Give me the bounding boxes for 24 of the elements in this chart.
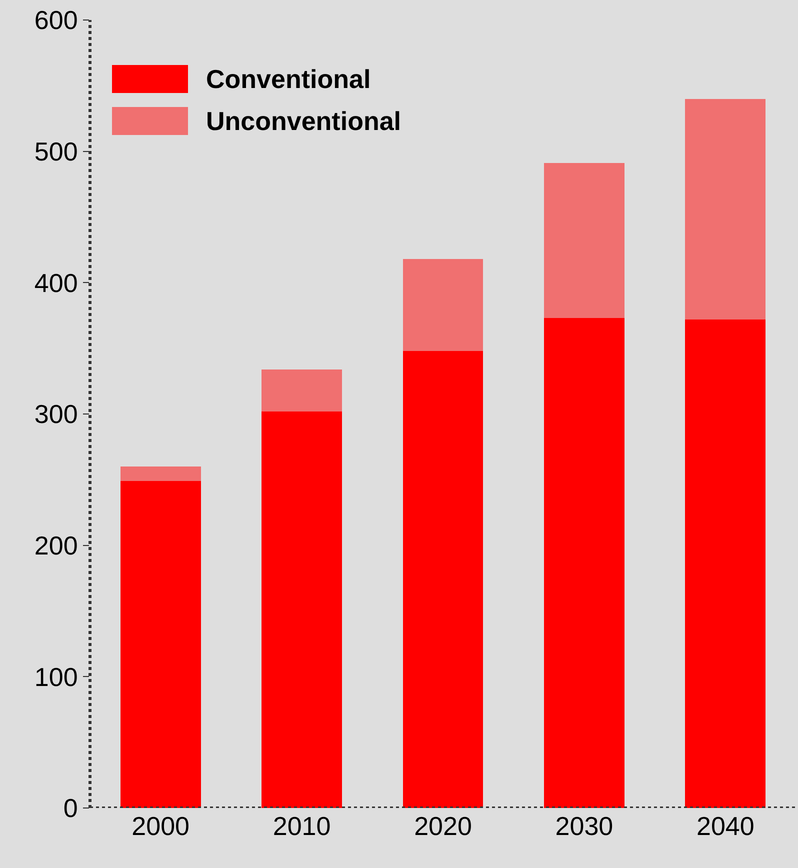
bar	[262, 369, 342, 412]
bar	[544, 163, 624, 318]
x-tick-label: 2030	[555, 811, 614, 841]
legend-label: Conventional	[206, 64, 371, 94]
bar	[544, 318, 624, 808]
legend-label: Unconventional	[206, 106, 402, 136]
bar	[402, 350, 484, 808]
y-tick-label: 400	[34, 268, 78, 298]
bar	[120, 480, 201, 808]
x-tick-label: 2040	[696, 811, 754, 841]
bar	[402, 259, 484, 351]
bar	[685, 98, 766, 320]
x-tick-label: 2000	[132, 811, 190, 841]
bar	[685, 319, 766, 808]
bar	[120, 466, 201, 481]
y-tick-label: 500	[34, 136, 78, 166]
y-tick-label: 300	[34, 399, 78, 430]
x-tick-label: 2020	[414, 811, 472, 841]
x-tick-label: 2010	[272, 811, 331, 841]
y-tick-label: 200	[34, 530, 78, 560]
y-tick-label: 0	[63, 793, 78, 824]
y-tick-label: 600	[34, 5, 78, 36]
bar	[262, 411, 342, 808]
y-tick-label: 100	[34, 662, 78, 692]
